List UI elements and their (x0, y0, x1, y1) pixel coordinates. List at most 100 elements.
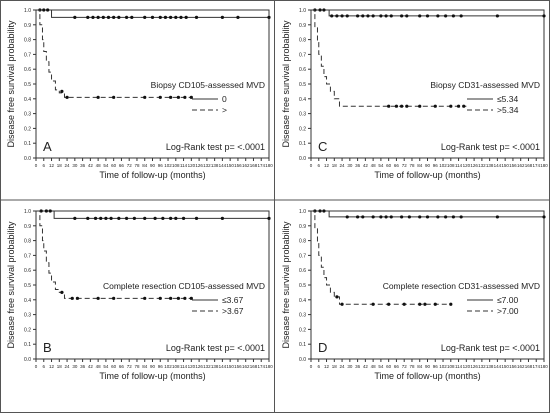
y-tick-label: 0.5 (24, 283, 31, 289)
x-tick-label: 60 (111, 364, 117, 369)
y-tick-label: 0.1 (24, 141, 31, 147)
survival-curve-series-2 (311, 210, 451, 305)
y-tick-label: 0.4 (24, 97, 31, 103)
y-tick-label: 0.9 (299, 224, 306, 230)
x-tick-label: 180 (540, 163, 548, 168)
censor-marker (366, 14, 370, 18)
x-tick-label: 180 (265, 364, 273, 369)
censor-marker (451, 14, 455, 18)
x-tick-label: 168 (250, 163, 258, 168)
censor-marker (340, 302, 344, 306)
x-tick-label: 108 (172, 163, 180, 168)
x-tick-label: 6 (318, 364, 321, 369)
logrank-text: Log-Rank test p= <.0001 (166, 343, 265, 353)
censor-marker (340, 14, 344, 18)
censor-marker (96, 95, 100, 99)
censor-marker (371, 14, 375, 18)
x-tick-label: 12 (324, 163, 330, 168)
censor-marker (48, 209, 52, 213)
x-tick-label: 102 (439, 364, 447, 369)
censor-marker (451, 215, 455, 219)
censor-marker (112, 95, 116, 99)
x-tick-label: 180 (265, 163, 273, 168)
x-tick-label: 144 (494, 163, 502, 168)
x-tick-label: 48 (96, 364, 102, 369)
y-tick-label: 0.2 (24, 126, 31, 132)
y-tick-label: 0.0 (299, 357, 306, 363)
censor-marker (425, 215, 430, 219)
legend-title: Complete resection CD31-assessed MVD (383, 281, 540, 291)
censor-marker (389, 215, 393, 219)
censor-marker (75, 296, 80, 300)
censor-marker (402, 302, 406, 306)
x-tick-label: 174 (532, 163, 540, 168)
censor-marker (220, 216, 224, 220)
x-tick-label: 96 (158, 364, 164, 369)
censor-marker (42, 8, 46, 12)
x-tick-label: 36 (80, 163, 86, 168)
x-tick-label: 144 (219, 364, 227, 369)
censor-marker (459, 14, 463, 18)
x-tick-label: 120 (188, 364, 196, 369)
legend-entry: ≤3.67 (222, 295, 243, 305)
x-tick-label: 60 (386, 163, 392, 168)
x-tick-label: 18 (57, 163, 63, 168)
x-tick-label: 72 (402, 364, 408, 369)
x-tick-label: 66 (394, 163, 400, 168)
panel-letter: D (318, 340, 327, 355)
x-tick-label: 12 (324, 364, 330, 369)
censor-marker (65, 95, 69, 99)
censor-marker (194, 15, 199, 19)
legend-title: Complete resection CD105-assessed MVD (103, 281, 265, 291)
logrank-text: Log-Rank test p= <.0001 (166, 142, 265, 152)
censor-marker (345, 215, 349, 219)
censor-marker (387, 104, 391, 108)
y-axis-label: Disease free survival probability (281, 221, 291, 349)
y-tick-label: 0.0 (299, 156, 306, 162)
censor-marker (158, 15, 162, 19)
x-tick-label: 30 (72, 364, 78, 369)
panel-letter: C (318, 139, 327, 154)
x-tick-label: 168 (525, 163, 533, 168)
x-tick-label: 168 (250, 364, 258, 369)
y-tick-label: 0.2 (299, 327, 306, 333)
y-tick-label: 0.9 (24, 224, 31, 230)
censor-marker (236, 15, 240, 19)
y-tick-label: 0.3 (24, 112, 31, 118)
x-tick-label: 156 (509, 163, 517, 168)
censor-marker (73, 15, 77, 19)
censor-marker (161, 216, 165, 220)
x-tick-label: 24 (65, 163, 71, 168)
censor-marker (330, 14, 334, 18)
censor-marker (143, 95, 147, 99)
x-tick-label: 114 (180, 163, 188, 168)
x-tick-label: 48 (371, 364, 377, 369)
x-tick-label: 108 (447, 364, 455, 369)
censor-marker (174, 216, 178, 220)
y-tick-label: 0.9 (24, 23, 31, 29)
censor-marker (433, 302, 437, 306)
x-tick-label: 48 (96, 163, 102, 168)
x-tick-label: 162 (517, 163, 525, 168)
y-tick-label: 0.4 (299, 298, 306, 304)
censor-marker (433, 104, 437, 108)
censor-marker (163, 15, 168, 19)
x-tick-label: 36 (80, 364, 86, 369)
censor-marker (322, 209, 326, 213)
x-tick-label: 120 (188, 163, 196, 168)
x-tick-label: 120 (463, 163, 471, 168)
censor-marker (158, 296, 162, 300)
censor-marker (322, 8, 326, 12)
y-tick-label: 0.2 (24, 327, 31, 333)
y-tick-label: 0.1 (24, 342, 31, 348)
x-tick-label: 102 (439, 163, 447, 168)
x-tick-label: 162 (517, 364, 525, 369)
censor-marker (436, 215, 440, 219)
x-tick-label: 0 (35, 364, 38, 369)
x-tick-label: 132 (478, 364, 486, 369)
x-tick-label: 162 (242, 364, 250, 369)
y-tick-label: 0.0 (24, 156, 31, 162)
y-tick-label: 0.6 (24, 268, 31, 274)
censor-marker (267, 216, 271, 220)
